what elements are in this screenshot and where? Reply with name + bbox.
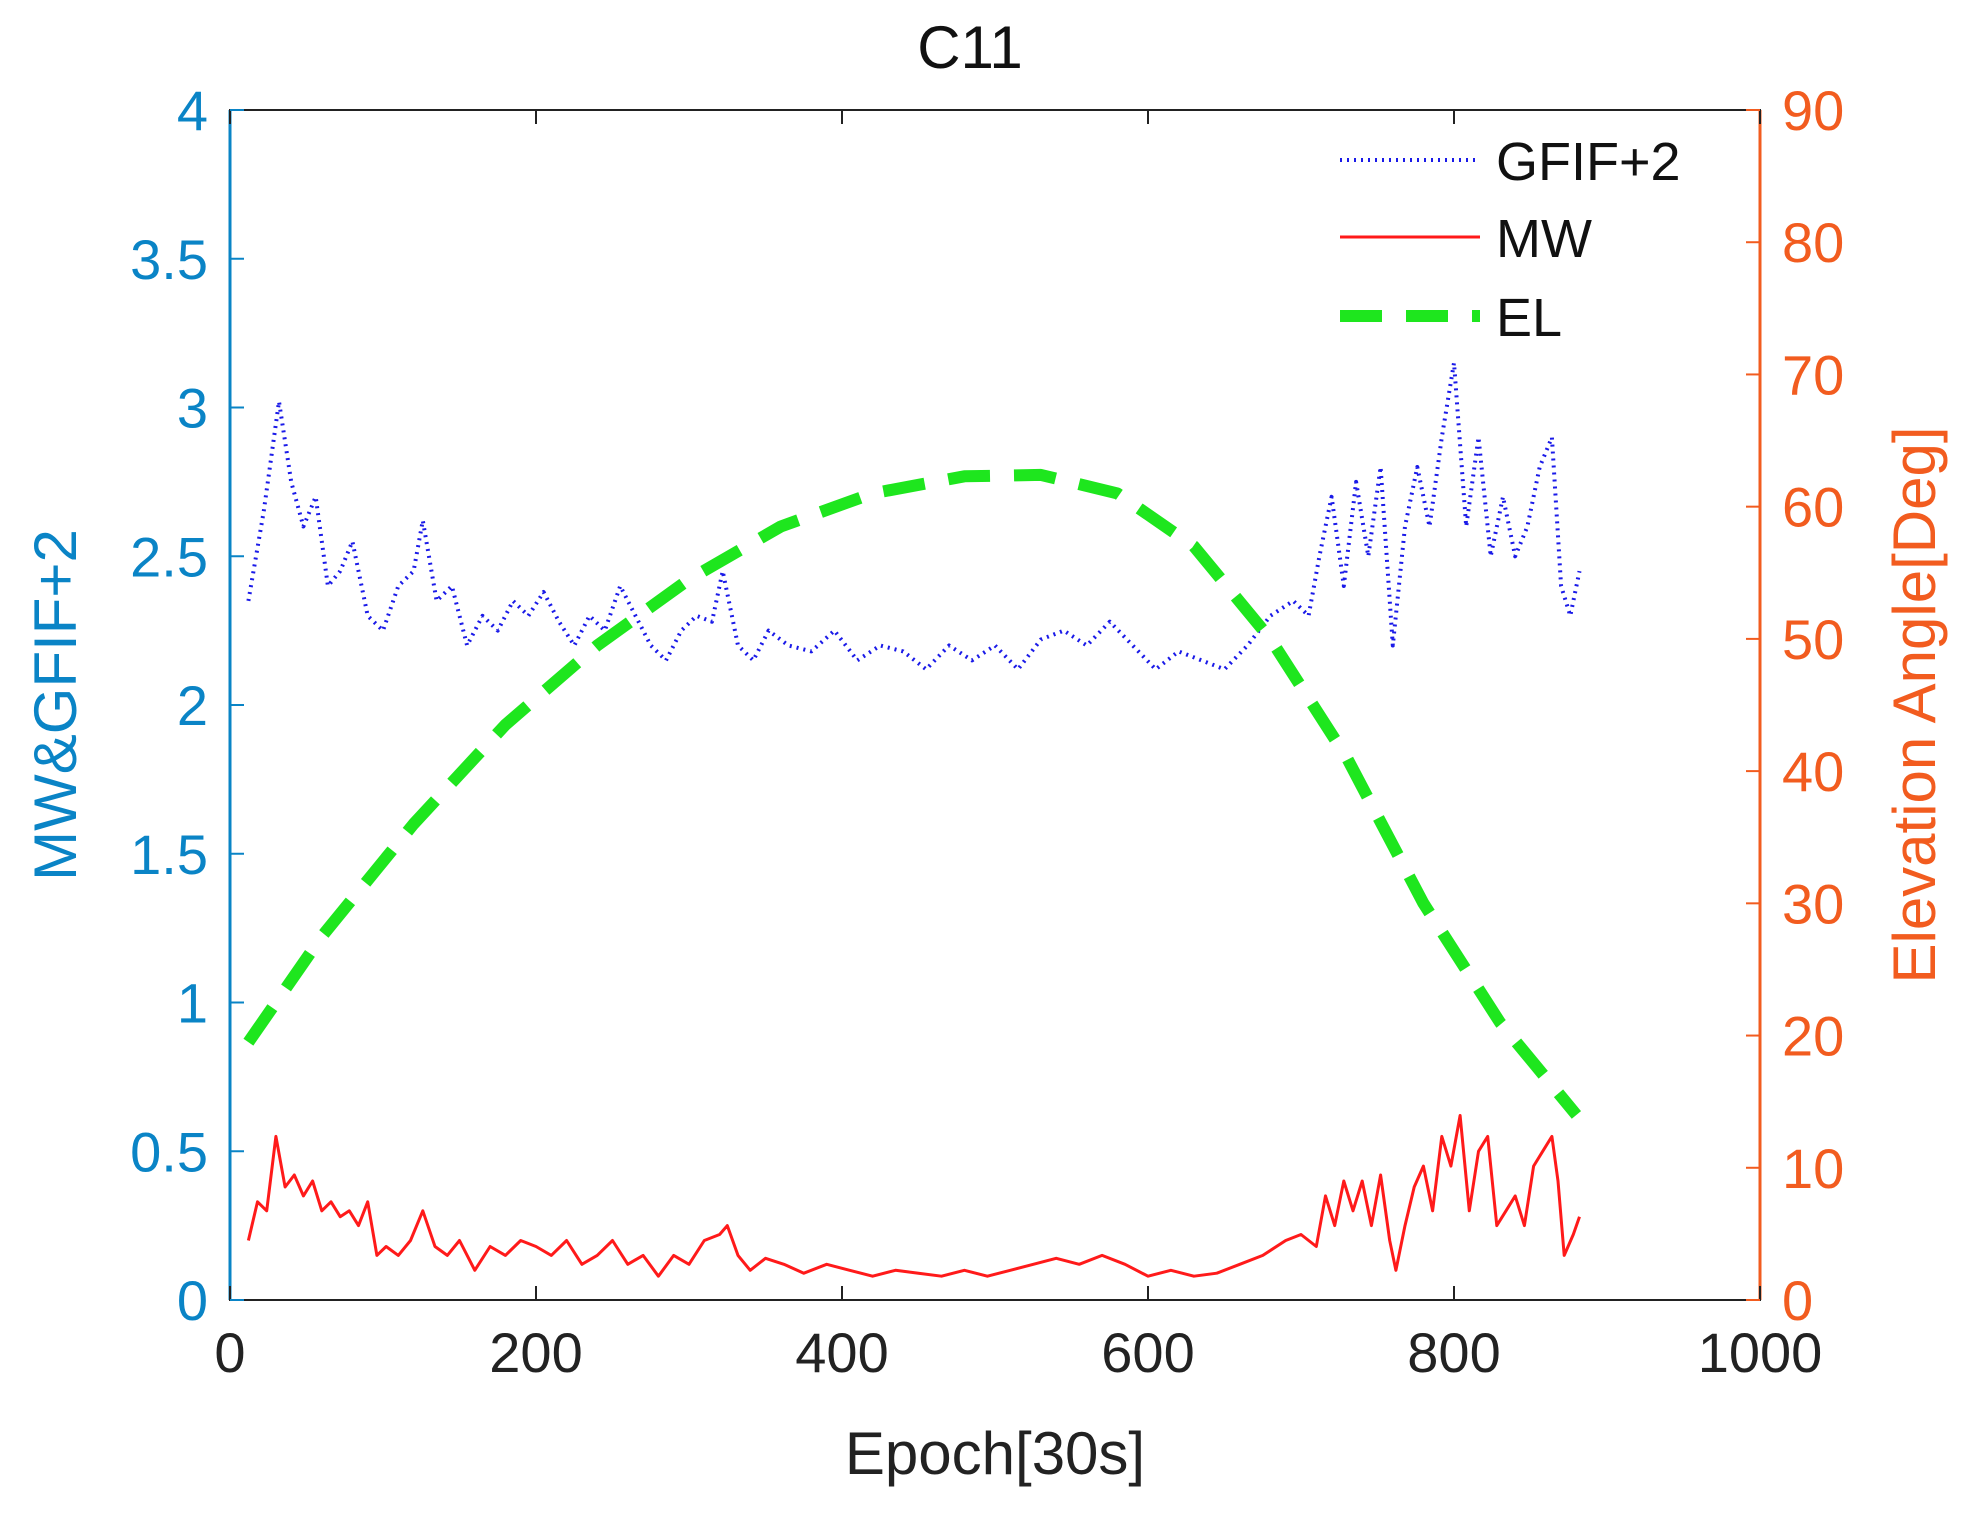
x-tick-label: 400 bbox=[795, 1321, 888, 1384]
right-tick-label: 60 bbox=[1782, 476, 1844, 539]
right-tick-label: 10 bbox=[1782, 1137, 1844, 1200]
right-tick-label: 80 bbox=[1782, 211, 1844, 274]
chart-title: C11 bbox=[917, 14, 1023, 81]
mw-series-line bbox=[246, 1114, 1581, 1278]
el-series-line bbox=[243, 468, 1582, 1119]
x-tick-label: 200 bbox=[489, 1321, 582, 1384]
right-tick-label: 90 bbox=[1782, 79, 1844, 142]
left-tick-label: 3 bbox=[177, 377, 208, 440]
right-tick-label: 50 bbox=[1782, 608, 1844, 671]
left-tick-label: 1.5 bbox=[130, 823, 208, 886]
x-tick-label: 600 bbox=[1101, 1321, 1194, 1384]
legend: GFIF+2 MW EL bbox=[1340, 132, 1681, 348]
left-tick-label: 2.5 bbox=[130, 525, 208, 588]
right-tick-label: 30 bbox=[1782, 872, 1844, 935]
legend-gfif-label: GFIF+2 bbox=[1496, 132, 1681, 192]
legend-mw-label: MW bbox=[1496, 209, 1592, 269]
right-axis-label: Elevation Angle[Deg] bbox=[1881, 426, 1948, 983]
left-axis-ticks: 0 0.5 1 1.5 2 2.5 3 3.5 4 bbox=[130, 79, 244, 1332]
x-tick-label: 0 bbox=[214, 1321, 245, 1384]
x-tick-label: 800 bbox=[1407, 1321, 1500, 1384]
right-tick-label: 40 bbox=[1782, 740, 1844, 803]
right-axis-ticks: 0 10 20 30 40 50 60 70 80 90 bbox=[1746, 79, 1844, 1332]
legend-el-label: EL bbox=[1496, 288, 1562, 348]
x-axis-ticks: 0 200 400 600 800 1000 bbox=[214, 110, 1822, 1384]
left-tick-label: 2 bbox=[177, 674, 208, 737]
x-axis-label: Epoch[30s] bbox=[845, 1420, 1145, 1487]
left-tick-label: 0.5 bbox=[130, 1120, 208, 1183]
right-tick-label: 0 bbox=[1782, 1269, 1813, 1332]
x-tick-label: 1000 bbox=[1698, 1321, 1823, 1384]
left-tick-label: 4 bbox=[177, 79, 208, 142]
left-axis-label: MW&GFIF+2 bbox=[22, 529, 89, 881]
plot-lines bbox=[243, 360, 1582, 1278]
left-tick-label: 0 bbox=[177, 1269, 208, 1332]
left-tick-label: 1 bbox=[177, 972, 208, 1035]
left-tick-label: 3.5 bbox=[130, 228, 208, 291]
right-tick-label: 70 bbox=[1782, 343, 1844, 406]
right-tick-label: 20 bbox=[1782, 1005, 1844, 1068]
